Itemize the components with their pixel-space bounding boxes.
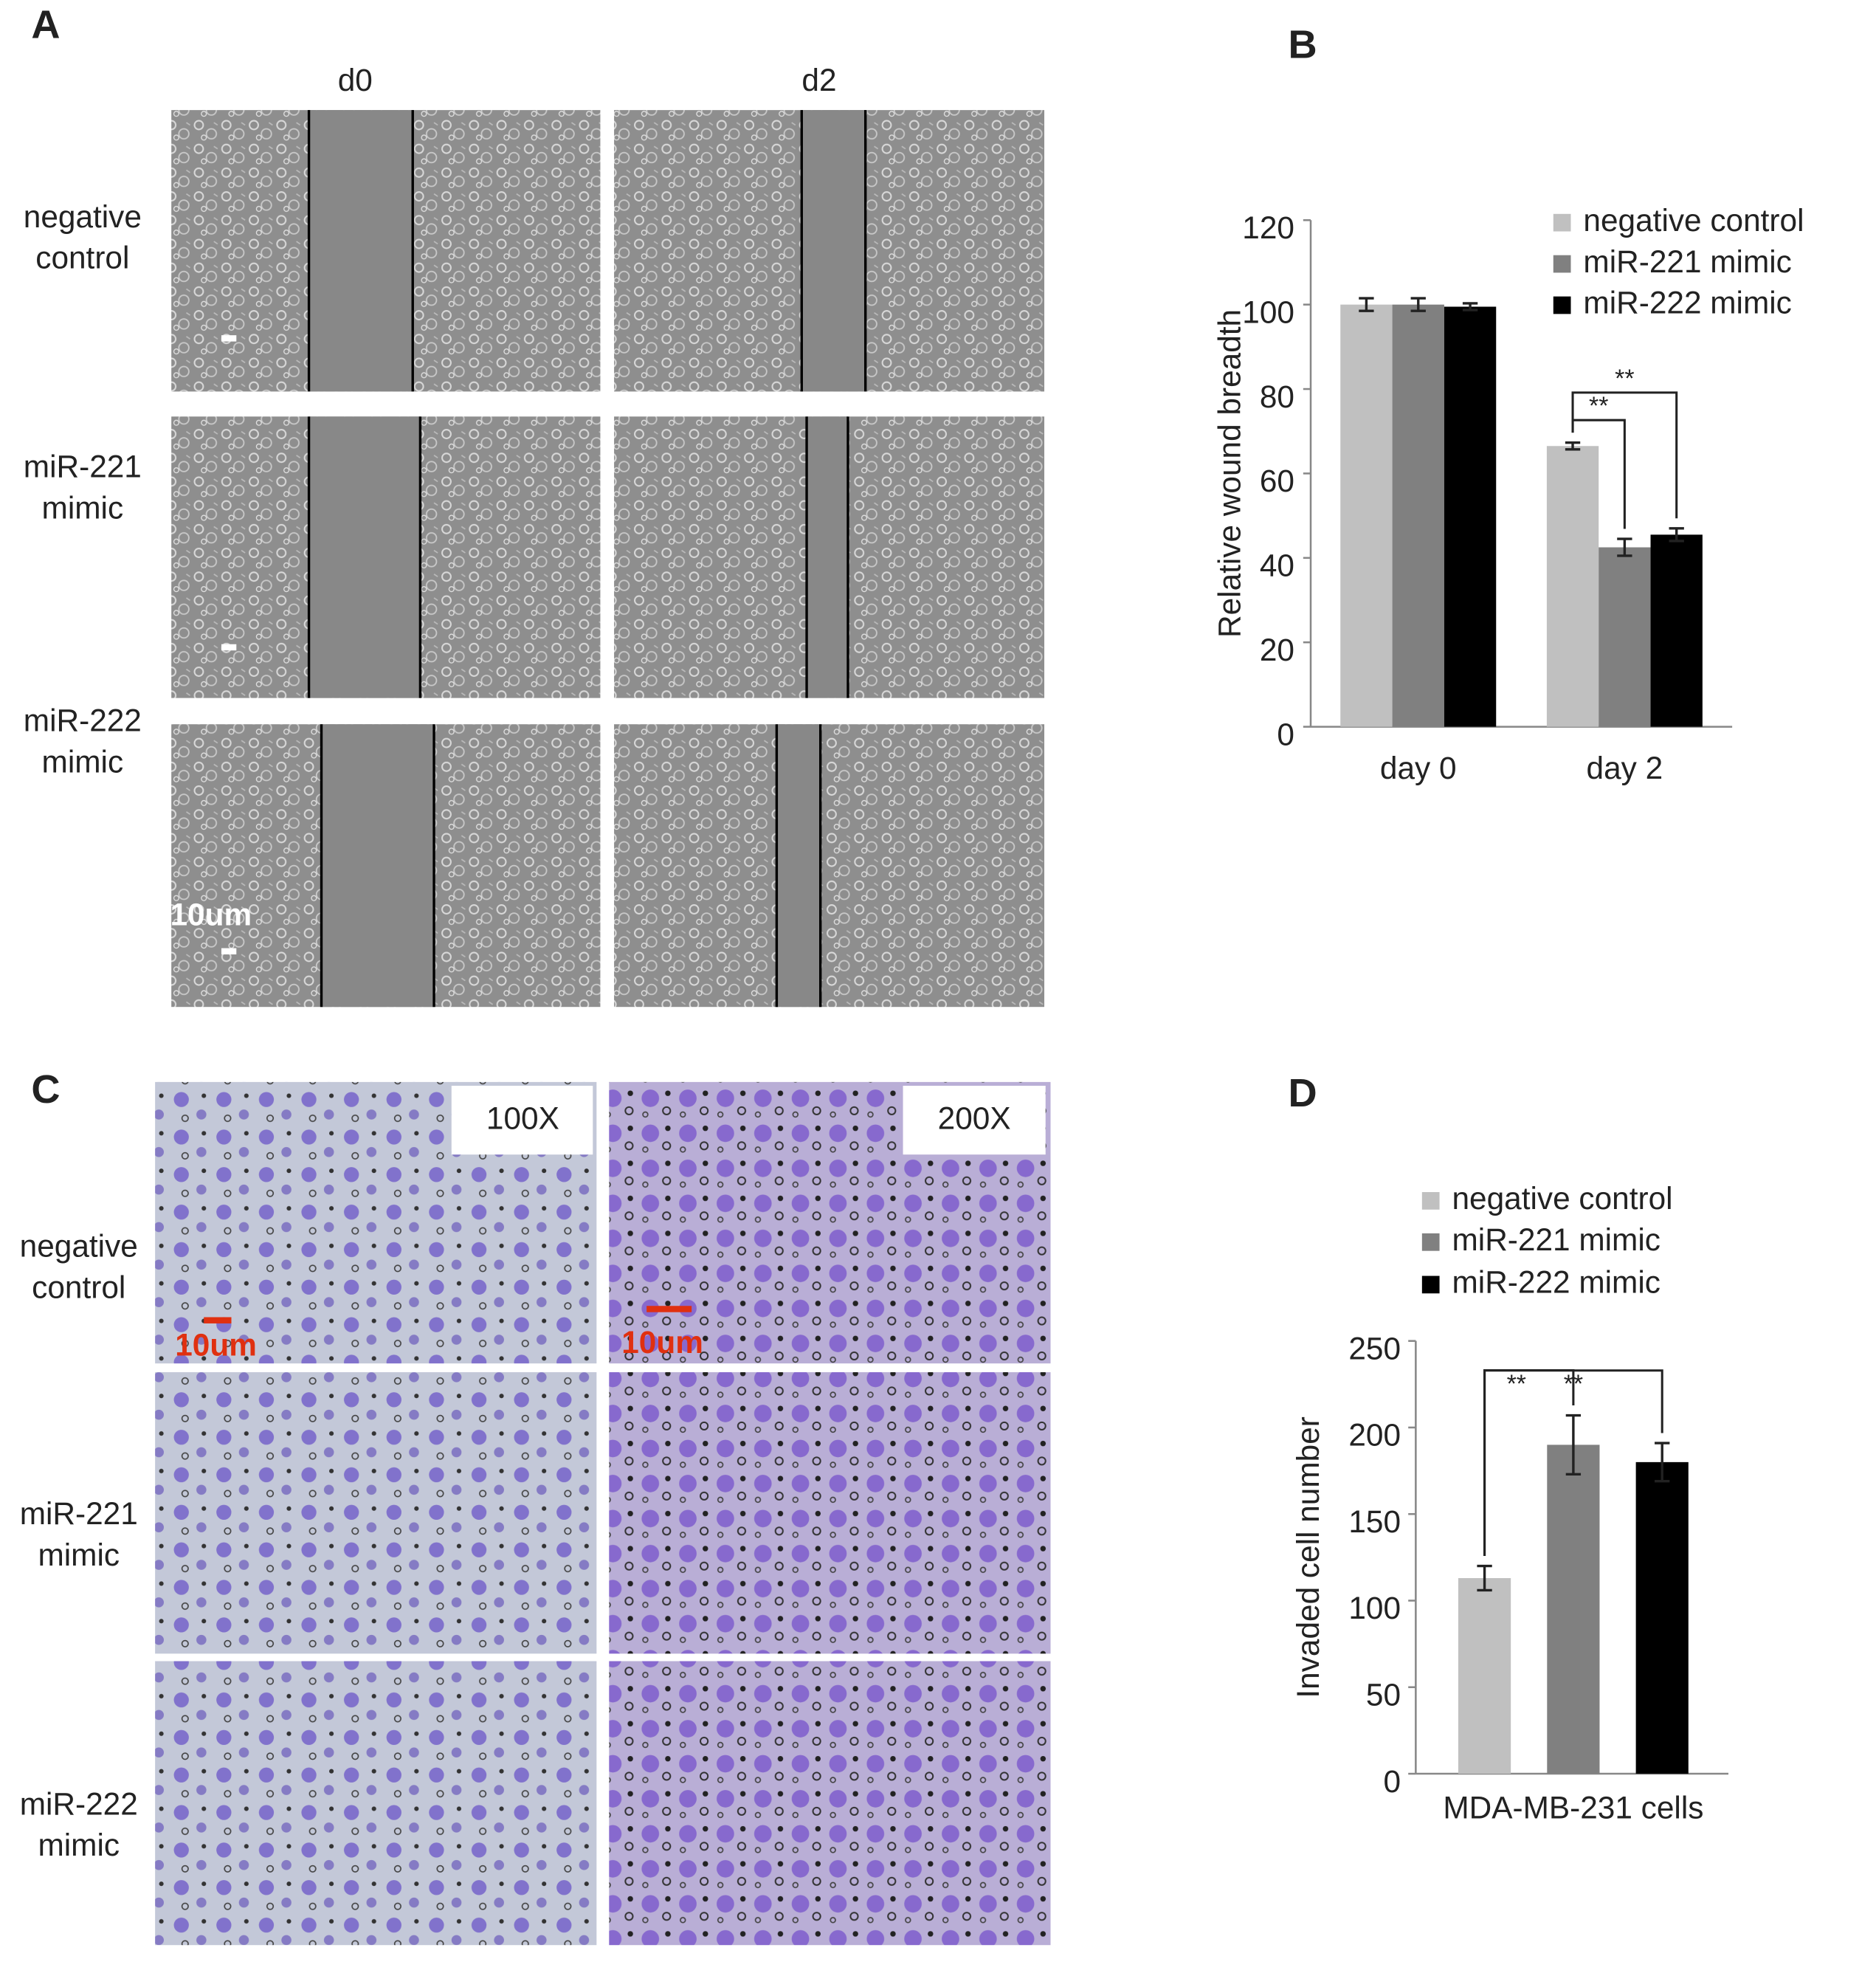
bar: [1635, 1461, 1689, 1774]
bar: [1599, 547, 1651, 727]
significance-bracket: [1571, 391, 1678, 519]
y-tick-label: 80: [1260, 379, 1294, 414]
bar: [1650, 534, 1703, 727]
y-tick-label: 200: [1348, 1418, 1401, 1453]
legend-swatch: [1553, 296, 1571, 314]
magnification-box: [903, 1085, 1046, 1155]
legend-label: negative control: [1452, 1181, 1673, 1216]
legend-swatch: [1421, 1275, 1440, 1294]
x-tick-label: day 2: [1587, 751, 1663, 785]
scale-bar-label: 10um: [621, 1325, 703, 1360]
error-bar: [1617, 537, 1632, 557]
legend-swatch: [1421, 1233, 1440, 1251]
error-bar: [1565, 441, 1581, 451]
scale-bar: [204, 1317, 232, 1323]
row-label: mimic: [42, 745, 124, 779]
legend-swatch: [1553, 213, 1571, 232]
y-tick-label: 100: [1242, 295, 1294, 329]
y-tick-label: 150: [1348, 1504, 1401, 1539]
x-tick-label: MDA-MB-231 cells: [1443, 1790, 1703, 1825]
row-label: miR-221: [24, 450, 142, 484]
panel-letter: B: [1289, 23, 1317, 67]
error-bar: [1477, 1564, 1492, 1592]
x-tick-label: day 0: [1380, 751, 1457, 785]
bar: [1444, 306, 1497, 727]
legend-swatch: [1421, 1192, 1440, 1210]
y-tick-label: 50: [1366, 1678, 1401, 1712]
error-bar: [1565, 1414, 1582, 1476]
micrograph: [155, 1661, 597, 1946]
micrograph: [609, 1661, 1051, 1946]
legend-label: negative control: [1583, 203, 1804, 238]
error-bar: [1462, 302, 1478, 311]
scale-bar-label: 10um: [170, 897, 252, 932]
magnification-label: 100X: [486, 1101, 559, 1136]
legend-swatch: [1553, 255, 1571, 273]
y-tick-label: 20: [1260, 633, 1294, 667]
y-axis-label: Relative wound breadth: [1212, 309, 1246, 638]
bar: [1458, 1578, 1511, 1774]
legend-label: miR-222 mimic: [1452, 1265, 1661, 1300]
row-label: mimic: [42, 491, 124, 526]
bar: [1547, 1445, 1600, 1774]
magnification-label: 200X: [938, 1101, 1011, 1136]
panel-c-images: 100X 200X 10um 10um: [155, 1081, 1051, 1946]
micrograph: [614, 724, 1045, 1008]
row-label: negative: [20, 1228, 138, 1263]
scale-bar: [221, 948, 237, 955]
scale-bar: [646, 1306, 692, 1312]
significance-label: **: [1564, 1370, 1583, 1398]
y-tick-label: 120: [1242, 210, 1294, 245]
y-tick-label: 0: [1277, 717, 1294, 751]
wound: [801, 110, 866, 392]
error-bar: [1359, 297, 1374, 312]
error-bar: [1655, 1442, 1670, 1483]
bar: [1546, 446, 1599, 727]
row-label: negative: [24, 199, 142, 234]
column-label: d0: [338, 63, 373, 97]
error-bar: [1669, 527, 1684, 543]
y-tick-label: 250: [1348, 1331, 1401, 1366]
y-tick-label: 40: [1260, 548, 1294, 583]
magnification-box: [451, 1085, 593, 1155]
micrograph: [155, 1372, 597, 1654]
row-label: miR-222: [20, 1786, 138, 1821]
row-label: miR-221: [20, 1496, 138, 1531]
bar: [1392, 304, 1444, 727]
error-bar: [1410, 297, 1426, 312]
legend-label: miR-222 mimic: [1583, 286, 1791, 320]
significance-label: **: [1615, 365, 1634, 393]
scale-bar: [221, 335, 237, 342]
row-label: miR-222: [24, 703, 142, 738]
column-label: d2: [801, 63, 836, 97]
y-tick-label: 0: [1383, 1764, 1401, 1799]
y-tick-label: 100: [1348, 1591, 1401, 1625]
row-label: mimic: [38, 1828, 120, 1862]
micrograph: [609, 1372, 1051, 1654]
bar: [1340, 304, 1393, 727]
row-label: mimic: [38, 1538, 120, 1572]
wound: [308, 110, 413, 392]
significance-label: **: [1507, 1370, 1526, 1398]
wound: [776, 724, 821, 1008]
panel-letter: A: [31, 3, 60, 47]
significance-bracket: [1483, 1369, 1663, 1557]
wound: [807, 416, 848, 698]
row-label: control: [35, 241, 129, 275]
row-label: control: [32, 1270, 125, 1304]
legend-label: miR-221 mimic: [1583, 244, 1791, 279]
significance-label: **: [1589, 392, 1608, 420]
legend-label: miR-221 mimic: [1452, 1222, 1661, 1257]
y-axis-label: Invaded cell number: [1291, 1416, 1325, 1698]
panel-a-images: 10um: [170, 110, 1045, 1008]
wound: [321, 724, 435, 1008]
panel-letter: D: [1289, 1071, 1317, 1115]
scale-bar-label: 10um: [175, 1327, 257, 1362]
y-tick-label: 60: [1260, 464, 1294, 498]
scale-bar: [221, 644, 237, 651]
wound: [308, 416, 421, 698]
panel-letter: C: [31, 1067, 60, 1112]
